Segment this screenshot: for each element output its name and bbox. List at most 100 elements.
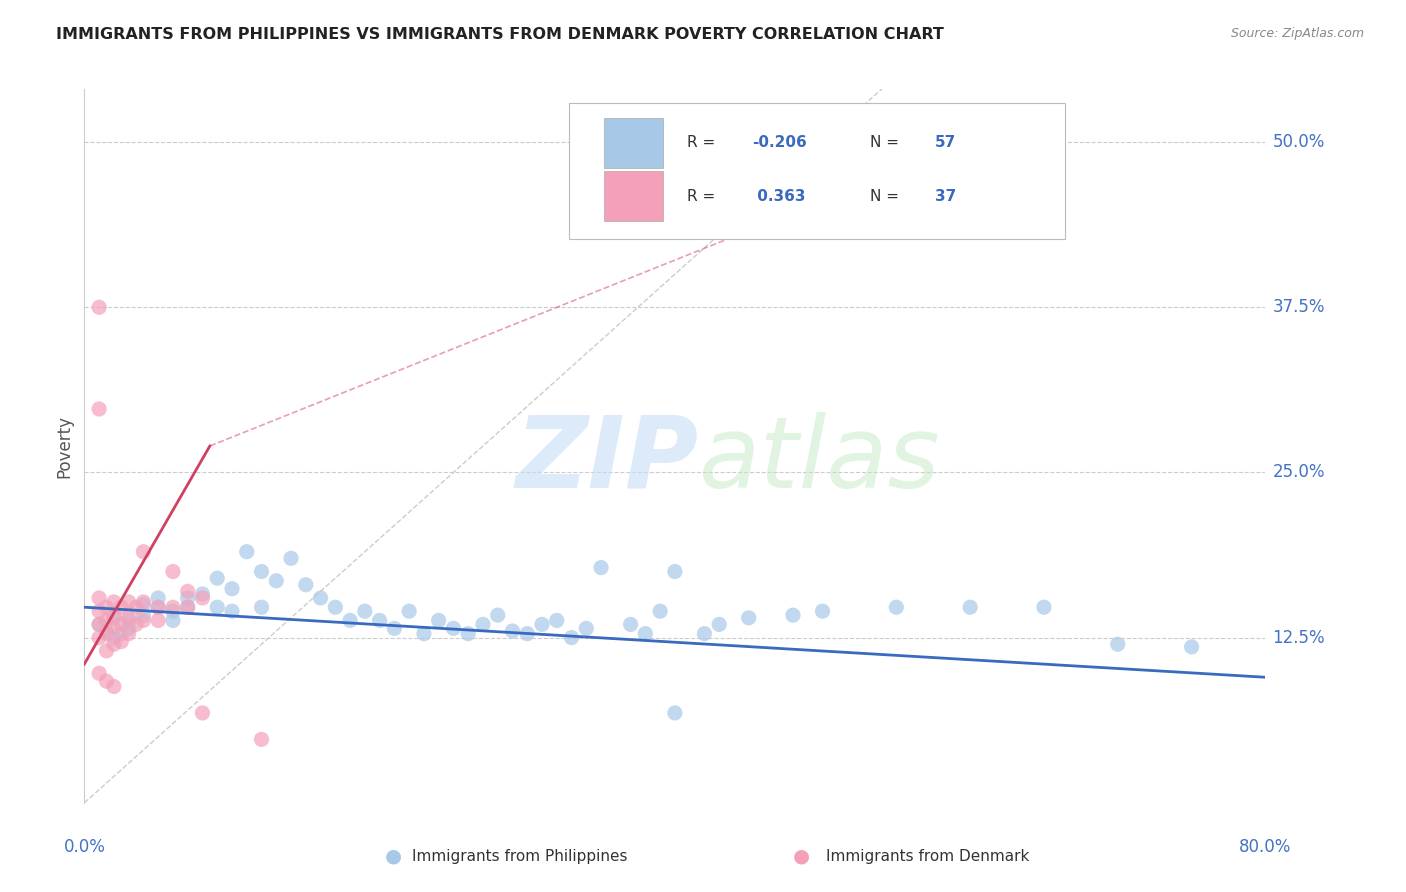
Point <box>354 604 377 618</box>
Text: 57: 57 <box>935 136 956 150</box>
Point <box>148 591 170 605</box>
Point <box>457 626 479 640</box>
Point <box>162 600 184 615</box>
Point <box>560 631 583 645</box>
Point <box>177 584 200 599</box>
Point <box>103 680 125 694</box>
Point <box>221 604 243 618</box>
Point <box>959 600 981 615</box>
Point <box>1107 637 1129 651</box>
Point <box>250 732 273 747</box>
Point <box>96 614 118 628</box>
Point <box>619 617 641 632</box>
Point <box>295 578 318 592</box>
Point <box>382 621 406 635</box>
Point <box>205 571 228 585</box>
Text: Source: ZipAtlas.com: Source: ZipAtlas.com <box>1230 27 1364 40</box>
FancyBboxPatch shape <box>568 103 1064 239</box>
Point <box>516 626 538 640</box>
Point <box>191 706 214 720</box>
Text: 37: 37 <box>935 189 956 203</box>
Point <box>118 626 141 640</box>
Text: IMMIGRANTS FROM PHILIPPINES VS IMMIGRANTS FROM DENMARK POVERTY CORRELATION CHART: IMMIGRANTS FROM PHILIPPINES VS IMMIGRANT… <box>56 27 943 42</box>
Point <box>486 608 509 623</box>
Point <box>264 574 288 588</box>
Point <box>177 600 200 615</box>
Text: R =: R = <box>686 189 720 203</box>
Point <box>118 611 141 625</box>
Point <box>110 626 132 640</box>
Point <box>96 674 118 689</box>
Point <box>87 666 111 681</box>
Text: -0.206: -0.206 <box>752 136 807 150</box>
Point <box>96 644 118 658</box>
Point <box>132 595 155 609</box>
Point <box>148 600 170 615</box>
Text: N =: N = <box>870 136 904 150</box>
Point <box>103 611 125 625</box>
Point <box>398 604 420 618</box>
Point <box>339 614 361 628</box>
Point <box>118 595 141 609</box>
Point <box>664 706 686 720</box>
Point <box>96 624 118 638</box>
Point <box>96 626 118 640</box>
Point <box>177 591 200 605</box>
Point <box>441 621 464 635</box>
Text: ZIP: ZIP <box>516 412 699 508</box>
Point <box>886 600 908 615</box>
Point <box>110 600 132 615</box>
Point <box>125 617 148 632</box>
Point <box>250 565 273 579</box>
Y-axis label: Poverty: Poverty <box>55 415 73 477</box>
FancyBboxPatch shape <box>605 171 664 221</box>
Text: 25.0%: 25.0% <box>1272 464 1324 482</box>
Text: 37.5%: 37.5% <box>1272 298 1324 317</box>
Text: R =: R = <box>686 136 720 150</box>
Point <box>191 591 214 605</box>
Text: 0.0%: 0.0% <box>63 838 105 856</box>
Point <box>87 300 111 314</box>
Point <box>132 614 155 628</box>
Point <box>309 591 332 605</box>
Point <box>87 402 111 417</box>
Point <box>103 631 125 645</box>
Point <box>87 631 111 645</box>
Text: ●: ● <box>385 847 402 866</box>
Point <box>693 626 716 640</box>
Point <box>634 626 657 640</box>
Point <box>103 608 125 623</box>
Text: ●: ● <box>793 847 810 866</box>
Point <box>103 595 125 609</box>
Text: 80.0%: 80.0% <box>1239 838 1292 856</box>
Point <box>368 614 391 628</box>
Point <box>132 598 155 612</box>
Point <box>280 551 302 566</box>
Point <box>501 624 523 638</box>
Point <box>132 545 155 559</box>
Point <box>148 600 170 615</box>
Text: Immigrants from Denmark: Immigrants from Denmark <box>827 849 1029 863</box>
Point <box>530 617 553 632</box>
Point <box>162 604 184 618</box>
Point <box>191 587 214 601</box>
Point <box>110 617 132 632</box>
Text: N =: N = <box>870 189 904 203</box>
Point <box>118 614 141 628</box>
Point <box>162 614 184 628</box>
Point <box>221 582 243 596</box>
Point <box>1180 640 1202 654</box>
Point <box>323 600 347 615</box>
Text: 12.5%: 12.5% <box>1272 629 1324 647</box>
Point <box>472 617 495 632</box>
Point <box>132 608 155 623</box>
Point <box>427 614 450 628</box>
Point <box>664 565 686 579</box>
Point <box>103 621 125 635</box>
Point <box>648 604 672 618</box>
Point <box>591 560 613 574</box>
Point <box>738 611 761 625</box>
Point <box>575 621 598 635</box>
Point <box>709 617 731 632</box>
FancyBboxPatch shape <box>605 118 664 168</box>
